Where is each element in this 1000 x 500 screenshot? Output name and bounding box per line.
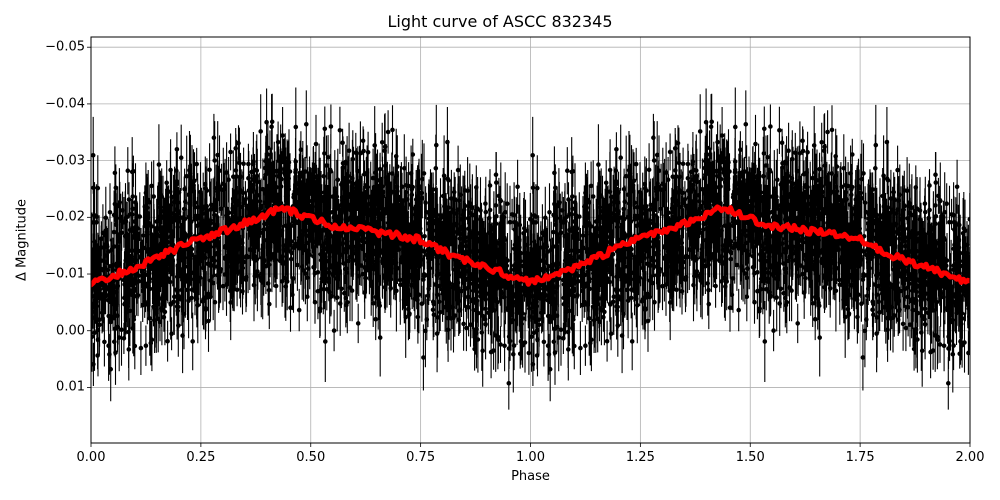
x-tick-label: 2.00 xyxy=(955,450,985,465)
y-tick-label: −0.05 xyxy=(45,39,85,55)
y-tick-label: 0.00 xyxy=(56,323,85,339)
x-tick-label: 0.75 xyxy=(406,450,436,465)
x-tick-label: 0.00 xyxy=(76,450,106,465)
y-tick-label: −0.02 xyxy=(45,209,85,225)
x-axis-label: Phase xyxy=(511,469,550,484)
x-tick-label: 1.50 xyxy=(735,450,765,465)
y-tick-label: −0.04 xyxy=(45,96,85,112)
chart-title: Light curve of ASCC 832345 xyxy=(387,12,613,31)
x-tick-label: 1.00 xyxy=(516,450,545,465)
binned-curve xyxy=(91,204,970,288)
y-tick-label: 0.01 xyxy=(56,379,85,395)
axis-ticks xyxy=(87,46,971,447)
x-tick-label: 0.50 xyxy=(296,450,326,465)
y-tick-label: −0.03 xyxy=(45,153,85,169)
y-axis-label: Δ Magnitude xyxy=(14,199,30,281)
y-tick-label: −0.01 xyxy=(45,266,85,282)
x-tick-label: 0.25 xyxy=(186,450,216,465)
x-tick-label: 1.75 xyxy=(845,450,875,465)
x-tick-label: 1.25 xyxy=(625,450,655,465)
